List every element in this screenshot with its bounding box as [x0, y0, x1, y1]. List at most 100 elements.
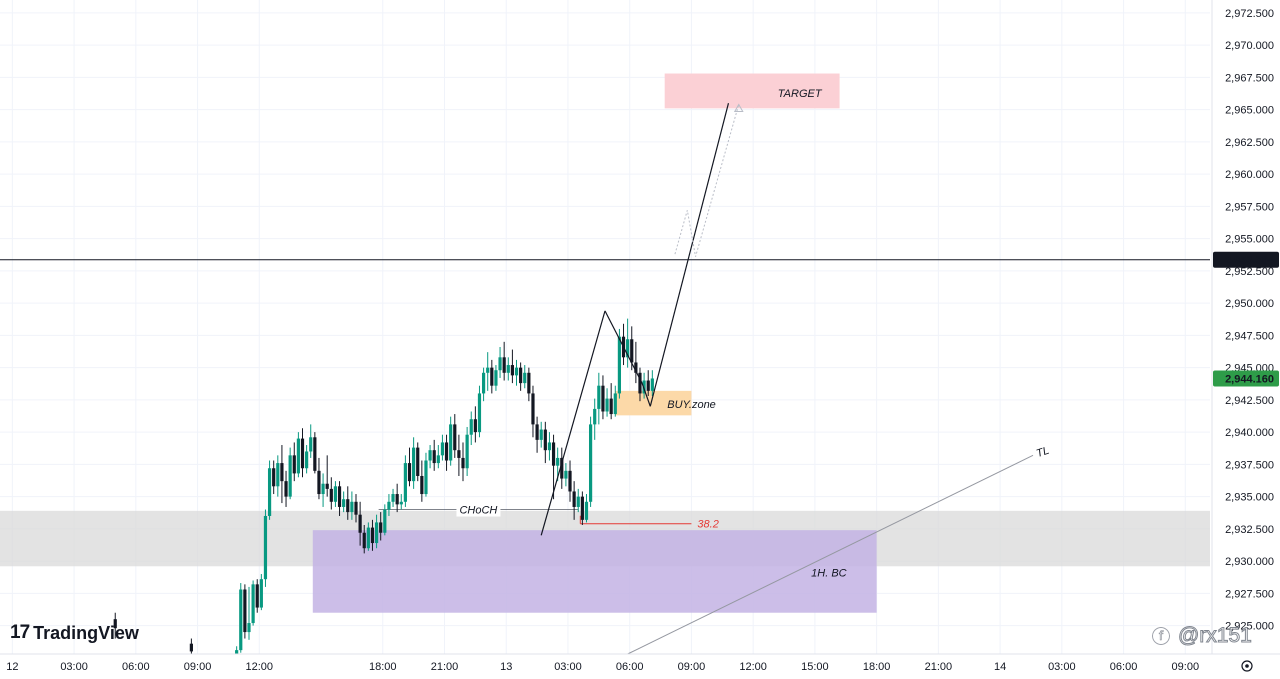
- price-tick-label: 2,960.000: [1225, 169, 1274, 181]
- candle-body: [523, 372, 527, 384]
- price-tick-label: 2,952.500: [1225, 266, 1274, 278]
- candle-body: [296, 438, 300, 474]
- time-tick-label: 09:00: [184, 661, 212, 673]
- candle-body: [551, 442, 556, 466]
- price-tick-label: 2,970.000: [1225, 40, 1274, 52]
- candle: [597, 372, 601, 425]
- projection-path-line: [540, 310, 606, 536]
- candle-body: [309, 437, 313, 452]
- candle: [399, 494, 403, 510]
- candle-body: [502, 357, 506, 373]
- candle: [358, 501, 362, 546]
- candle: [263, 509, 268, 587]
- candle-body: [457, 450, 461, 458]
- candle: [296, 432, 300, 478]
- candle: [276, 455, 280, 497]
- candle: [317, 457, 321, 500]
- candle-body: [428, 450, 432, 461]
- price-tick-label: 2,937.500: [1225, 459, 1274, 471]
- time-tick-label: 12:00: [246, 661, 274, 673]
- choch-label: CHoCH: [459, 505, 497, 517]
- candle: [543, 421, 547, 464]
- candle-body: [379, 522, 383, 533]
- candle-body: [514, 367, 519, 376]
- settings-gear-icon[interactable]: [1241, 660, 1253, 672]
- candle: [473, 406, 477, 443]
- candle-body: [634, 362, 638, 373]
- candle: [638, 367, 642, 402]
- candle: [284, 470, 288, 507]
- candle-body: [498, 357, 502, 371]
- candle: [243, 584, 247, 639]
- candle: [580, 491, 584, 526]
- candle: [547, 432, 552, 461]
- candle: [519, 362, 523, 391]
- candle: [584, 494, 589, 523]
- settings-gear-center: [1245, 664, 1249, 668]
- candle-body: [576, 496, 580, 507]
- candle: [490, 359, 494, 394]
- candle-body: [263, 515, 268, 580]
- candle-body: [391, 494, 395, 502]
- candle-body: [333, 486, 338, 502]
- time-tick-label: 12:00: [739, 661, 767, 673]
- candle: [613, 385, 617, 417]
- candle: [370, 519, 375, 551]
- candle-body: [407, 463, 412, 482]
- candle: [572, 481, 576, 520]
- candle-body: [630, 339, 634, 363]
- candle-body: [276, 463, 280, 487]
- candle: [313, 432, 317, 474]
- candle-body: [420, 475, 424, 495]
- candle-body: [399, 501, 403, 505]
- candle: [634, 341, 638, 384]
- candle: [403, 455, 407, 507]
- candle-body: [477, 393, 482, 433]
- candle: [477, 385, 482, 438]
- candle: [272, 460, 276, 495]
- time-tick-label: 13: [500, 661, 512, 673]
- candle: [259, 574, 263, 611]
- price-tick-label: 2,955.000: [1225, 234, 1274, 246]
- candle-body: [461, 457, 465, 469]
- candle: [407, 447, 412, 487]
- tradingview-logo: 17 TradingView: [10, 620, 139, 646]
- price-tick-label: 2,930.000: [1225, 556, 1274, 568]
- candle-body: [259, 579, 263, 608]
- time-tick-label: 09:00: [678, 661, 706, 673]
- candle-body: [267, 468, 272, 516]
- candle-body: [300, 438, 305, 469]
- candle: [412, 437, 416, 489]
- candle-body: [113, 619, 117, 629]
- candle-body: [284, 481, 288, 497]
- candle-body: [313, 437, 317, 471]
- candle-body: [416, 447, 420, 476]
- candle: [342, 491, 346, 513]
- candle-body: [383, 509, 387, 533]
- candle-body: [469, 419, 473, 435]
- candle-body: [321, 483, 325, 495]
- candle-body: [543, 429, 547, 451]
- candle-body: [251, 584, 255, 624]
- time-tick-label: 12: [6, 661, 18, 673]
- time-tick-label: 21:00: [431, 661, 459, 673]
- candle: [481, 367, 486, 402]
- candle-body: [535, 424, 539, 440]
- price-tick-label: 2,967.500: [1225, 72, 1274, 84]
- candle-body: [325, 483, 329, 489]
- candle-body: [403, 463, 407, 502]
- candle: [325, 455, 329, 497]
- candle-body: [440, 442, 445, 456]
- target-zone: [664, 73, 840, 109]
- candle: [576, 488, 580, 513]
- candle-body: [539, 429, 543, 440]
- price-tick-label: 2,927.500: [1225, 588, 1274, 600]
- price-tick-label: 2,925.000: [1225, 621, 1274, 633]
- candle-body: [584, 501, 589, 520]
- candle-body: [387, 501, 391, 510]
- price-tick-label: 2,962.500: [1225, 137, 1274, 149]
- candle-body: [650, 378, 654, 391]
- time-tick-label: 14: [994, 661, 1006, 673]
